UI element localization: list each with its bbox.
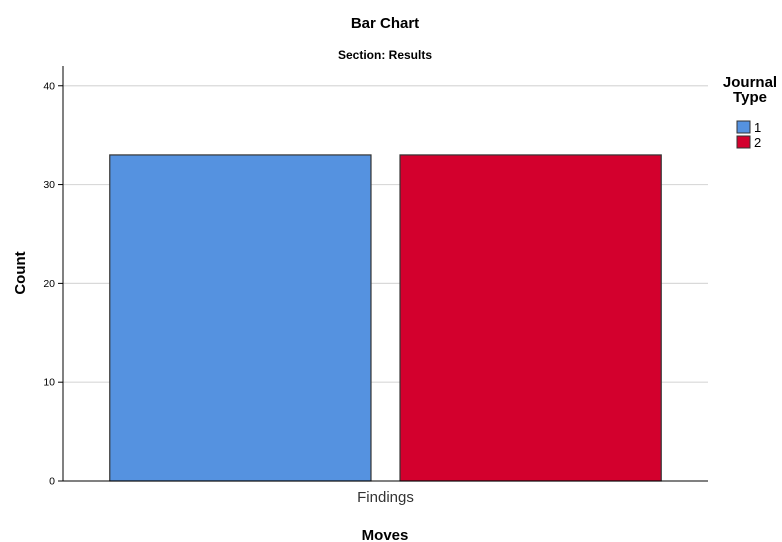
y-tick-label-0: 0 [49,476,55,488]
legend: Journal Type 12 [723,74,777,150]
y-tick-label-20: 20 [43,278,55,290]
axes [62,66,708,482]
y-tick-label-30: 30 [43,179,55,191]
x-axis-label: Moves [362,527,409,542]
legend-swatch-2 [736,135,751,149]
x-tick-label-findings: Findings [357,489,414,506]
bar-findings-series-1 [109,154,372,482]
bars [109,154,662,482]
legend-label-2: 2 [754,135,761,150]
legend-swatch-1 [736,120,751,134]
legend-items: 12 [736,120,761,150]
y-ticks: 0 10 20 30 40 [43,80,63,488]
bar-findings-series-2 [399,154,662,482]
chart-subtitle: Section: Results [338,48,432,62]
legend-label-1: 1 [754,120,761,135]
y-tick-label-10: 10 [43,377,55,389]
y-tick-label-40: 40 [43,80,55,92]
x-ticks: Findings [357,489,414,506]
legend-title: Journal Type [723,74,777,106]
y-axis-label: Count [12,251,29,294]
chart-title: Bar Chart [351,15,419,32]
